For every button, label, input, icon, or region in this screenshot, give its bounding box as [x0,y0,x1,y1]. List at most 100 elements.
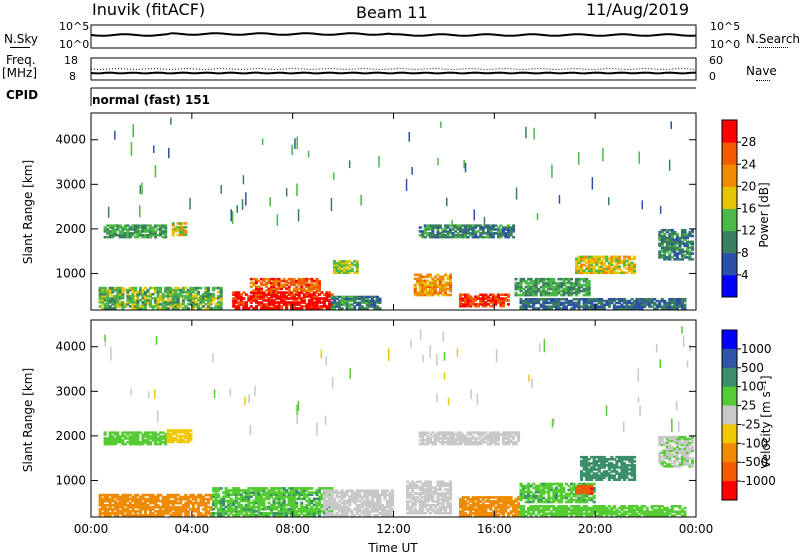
velocity-cell [270,512,274,515]
power-cell [363,299,367,303]
power-cell [103,226,107,229]
velocity-cell [527,484,531,488]
power-cell [338,305,342,308]
velocity-cell [222,509,226,513]
velocity-cell [121,435,125,438]
velocity-cell [506,496,510,499]
velocity-cell [426,482,430,485]
power-cell [585,307,589,310]
power-cell [449,235,453,239]
velocity-cell [234,501,238,505]
power-cell [264,307,268,310]
velocity-cell [108,439,112,442]
power-cell [244,293,248,296]
velocity-cell [267,495,271,499]
power-cell [128,299,132,302]
velocity-cell [461,437,465,440]
power-cell [461,293,465,296]
velocity-cell [262,503,266,507]
velocity-cell [421,502,425,505]
velocity-cell [189,508,193,511]
velocity-cell [186,504,190,507]
power-cell [658,232,662,236]
power-cell [514,277,518,281]
velocity-cell [212,501,216,505]
nave-line-legend [756,80,770,81]
velocity-cell [582,455,586,459]
power-cell [348,295,352,299]
velocity-cell [496,442,500,446]
power-cell [282,293,286,296]
power-cell [201,297,205,300]
velocity-cell [527,496,531,500]
velocity-cell [615,462,619,465]
power-cell [570,293,574,297]
power-cell [421,289,425,293]
velocity-cell [108,512,112,515]
power-cell [431,283,435,287]
power-cell [527,299,531,303]
velocity-cell [602,470,606,473]
power-cell [590,299,594,303]
velocity-cell [375,489,379,493]
velocity-cell [542,496,546,500]
velocity-cell [179,431,183,434]
power-cell [191,299,195,302]
power-cell [136,234,140,237]
velocity-cell [385,489,389,493]
power-cell [461,234,465,237]
power-cell [499,228,503,231]
velocity-cell [385,499,389,503]
velocity-cell [527,498,531,502]
velocity-cell [549,486,553,490]
velocity-cell [385,514,389,517]
power-cell [370,297,374,301]
power-cell [272,291,276,294]
power-cell [607,303,611,306]
velocity-cell [103,439,107,442]
velocity-cell [136,514,140,517]
power-cell [335,297,339,301]
velocity-cell [302,491,306,494]
power-cell [449,228,453,231]
power-cell [648,298,652,301]
power-cell [257,285,261,289]
power-cell [489,230,493,233]
power-cell [232,305,236,308]
velocity-cell [446,490,450,493]
velocity-cell [418,504,422,507]
velocity-cell [259,503,263,507]
velocity-cell [239,493,243,496]
velocity-cell [287,501,291,505]
power-cell [597,265,601,269]
velocity-cell [176,493,180,497]
velocity-cell [128,435,132,438]
power-cell [449,285,453,289]
power-cell [590,255,594,259]
velocity-cell [302,514,306,517]
velocity-cell [388,509,392,513]
velocity-cell [315,493,319,496]
velocity-cell [305,493,309,496]
power-cell [295,285,299,289]
power-cell [116,288,120,292]
nsearch-label: N.Search [746,32,800,46]
velocity-cell [113,506,117,509]
power-cell [181,226,185,229]
velocity-cell [421,492,425,495]
power-cell [297,277,301,281]
velocity-cell [506,514,510,517]
velocity-cell [111,499,115,503]
power-cell [328,299,332,302]
velocity-cell [217,499,221,503]
velocity-cell [169,501,173,505]
velocity-cell [370,503,374,507]
power-cell [627,307,631,310]
velocity-cell [413,504,417,507]
power-cell [307,295,311,298]
power-cell [431,230,435,233]
power-cell [171,292,175,296]
velocity-cell [476,437,480,440]
power-cell [562,301,566,305]
velocity-cell [486,512,490,515]
